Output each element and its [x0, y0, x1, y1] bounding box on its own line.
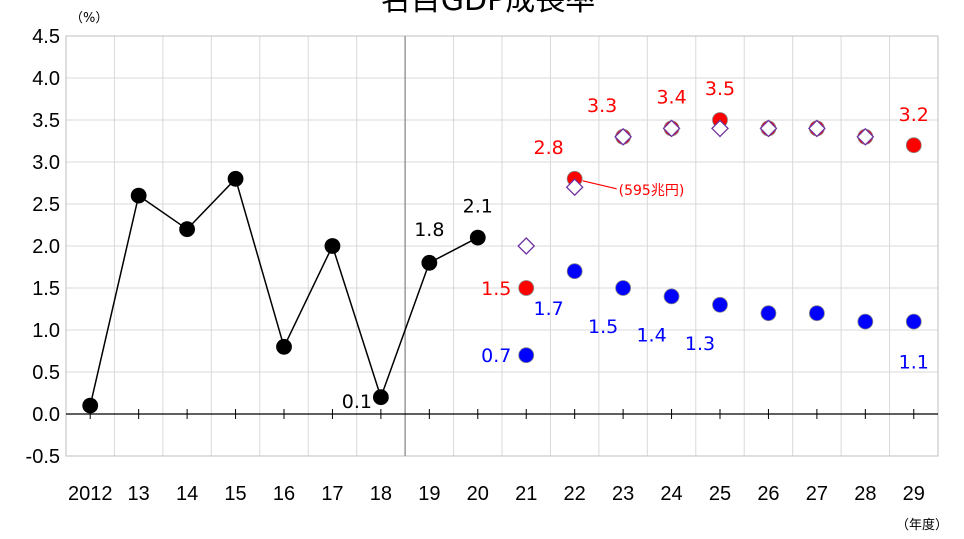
grid [65, 35, 939, 457]
y-tick-label: 1.5 [32, 278, 60, 300]
red-data-label: 3.5 [705, 78, 735, 100]
y-tick-label: 2.0 [32, 236, 60, 258]
x-tick-label: 20 [467, 483, 489, 505]
purple-point [662, 119, 681, 138]
actual-point [324, 238, 341, 254]
actual-data-label: 0.1 [342, 391, 372, 413]
x-tick-label: 14 [176, 483, 198, 505]
actual-point [372, 389, 389, 406]
plot-border [65, 35, 939, 457]
data-points [82, 112, 922, 414]
blue-data-label: 1.1 [899, 352, 929, 374]
x-tick-label: 28 [854, 483, 876, 505]
red-data-label: 3.3 [587, 95, 617, 117]
x-tick-label: 26 [757, 483, 779, 505]
x-tick-label: 22 [564, 483, 586, 505]
blue-point [518, 347, 535, 364]
x-tick-label: 15 [224, 483, 246, 505]
annotations: (595兆円) [582, 180, 685, 199]
x-tick-label: 18 [370, 483, 392, 505]
red-point [518, 280, 535, 296]
actual-point [82, 397, 99, 414]
y-tick-label: 3.0 [32, 152, 60, 174]
y-tick-label: 1.0 [32, 320, 60, 342]
x-tick-label: 19 [418, 483, 440, 505]
blue-point [615, 280, 632, 296]
y-tick-label: 3.5 [32, 110, 60, 132]
blue-point [905, 313, 922, 330]
blue-point [712, 296, 728, 313]
x-tick-label: 24 [660, 483, 682, 505]
actual-point [179, 221, 196, 238]
data-labels: 0.1 1.8 2.1 1.5 2.8 3.3 3.4 3.5 3.2 0.7 1.7 1.5 1.4 1… [342, 78, 929, 413]
blue-data-label: 1.7 [534, 298, 564, 320]
x-tick-label: 13 [128, 483, 150, 505]
blue-point [566, 263, 583, 280]
y-tick-label: 0.0 [32, 404, 60, 426]
actual-data-label: 2.1 [463, 196, 493, 218]
actual-point [421, 254, 438, 271]
x-tick-label: 16 [273, 483, 295, 505]
annotation-text: (595兆円) [619, 183, 685, 199]
purple-point [807, 119, 826, 138]
y-tick-label: 4.5 [32, 26, 60, 48]
purple-point [856, 127, 875, 146]
purple-point [711, 119, 729, 138]
red-data-label: 2.8 [534, 137, 564, 159]
red-data-label: 1.5 [481, 278, 511, 300]
y-tick-label: 0.5 [32, 362, 60, 384]
actual-point [227, 170, 244, 187]
red-data-label: 3.2 [899, 104, 929, 126]
blue-data-label: 1.5 [588, 316, 618, 338]
chart-title: 名目GDP成長率 [381, 0, 595, 18]
blue-data-label: 1.3 [685, 333, 715, 355]
blue-point [760, 305, 777, 322]
y-tick-label: -0.5 [26, 446, 60, 468]
blue-point [857, 313, 874, 330]
purple-point [759, 119, 778, 138]
x-tick-label: 21 [515, 483, 537, 505]
axes: 4.5 4.0 3.5 3.0 2.5 2.0 1.5 1.0 0.5 0.0 -0.5 2012 13… [26, 26, 938, 505]
actual-point [469, 229, 486, 246]
x-tick-label: 29 [903, 483, 925, 505]
blue-point [808, 305, 825, 322]
x-tick-label: 27 [806, 483, 828, 505]
x-tick-label: 25 [709, 483, 731, 505]
red-point [905, 137, 922, 154]
actual-point [130, 187, 147, 204]
actual-data-label: 1.8 [414, 219, 444, 241]
y-axis-unit: （%） [70, 11, 108, 26]
x-tick-label: 2012 [68, 483, 113, 505]
blue-point [663, 288, 680, 305]
red-data-label: 3.4 [656, 86, 686, 108]
purple-point [614, 127, 633, 146]
y-tick-label: 4.0 [32, 68, 60, 90]
annotation-leader [582, 180, 617, 190]
x-axis-unit: （年度） [896, 517, 948, 533]
y-tick-label: 2.5 [32, 194, 60, 216]
blue-data-label: 0.7 [481, 345, 511, 367]
purple-point [517, 237, 536, 255]
blue-data-label: 1.4 [636, 324, 666, 346]
actual-point [276, 338, 292, 355]
x-tick-label: 23 [612, 483, 634, 505]
x-tick-label: 17 [321, 483, 343, 505]
purple-point [565, 178, 584, 197]
